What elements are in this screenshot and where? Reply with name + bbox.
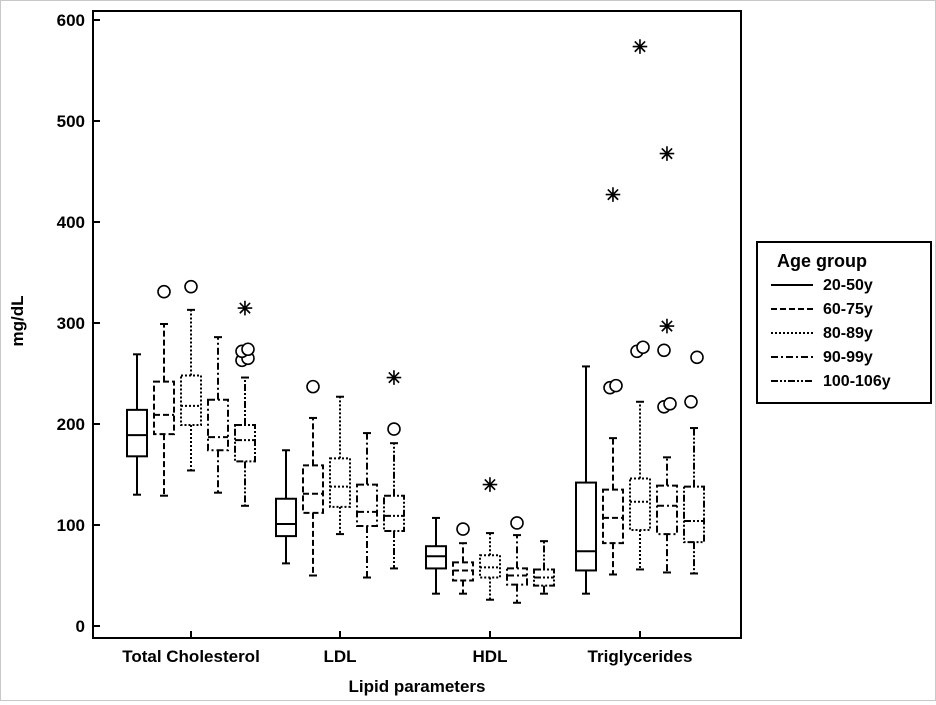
outlier-point bbox=[657, 343, 671, 358]
box-iqr bbox=[383, 494, 405, 533]
outlier-point bbox=[184, 279, 198, 294]
y-tick-label: 400 bbox=[57, 213, 85, 232]
outlier-point bbox=[306, 379, 320, 394]
outlier-point bbox=[636, 340, 650, 355]
series-20-50y bbox=[126, 353, 597, 595]
outlier-point bbox=[609, 378, 623, 393]
x-axis: Total Cholesterol LDL HDL Triglycerides bbox=[122, 631, 692, 666]
box-20-50y bbox=[575, 365, 597, 595]
series-60-75y: ✳ bbox=[153, 186, 624, 595]
legend-box bbox=[756, 241, 932, 404]
x-tick-label: HDL bbox=[473, 647, 508, 666]
extreme-point: ✳ bbox=[386, 369, 402, 390]
box-iqr bbox=[180, 374, 202, 427]
outlier-point bbox=[456, 522, 470, 536]
box-iqr bbox=[425, 545, 447, 570]
outlier-point bbox=[241, 342, 255, 357]
extreme-point: ✳ bbox=[237, 299, 253, 320]
y-tick-label: 200 bbox=[57, 415, 85, 434]
box-iqr bbox=[479, 554, 501, 579]
legend-label: 100-106y bbox=[823, 373, 891, 390]
box-iqr bbox=[126, 408, 148, 458]
box-20-50y bbox=[425, 516, 447, 595]
outlier-point bbox=[663, 396, 677, 411]
box-iqr bbox=[302, 464, 324, 514]
y-axis-title: mg/dL bbox=[8, 296, 27, 347]
extreme-point: ✳ bbox=[632, 37, 648, 58]
box-90-99y bbox=[356, 432, 378, 579]
box-iqr bbox=[629, 477, 651, 532]
extreme-point: ✳ bbox=[659, 144, 675, 165]
box-iqr bbox=[575, 481, 597, 572]
box-iqr bbox=[506, 567, 528, 586]
box-iqr bbox=[234, 424, 256, 463]
box-20-50y bbox=[126, 353, 148, 496]
y-tick-label: 0 bbox=[76, 617, 85, 636]
outlier-point bbox=[690, 350, 704, 365]
outlier-point bbox=[157, 284, 171, 299]
y-tick-label: 600 bbox=[57, 11, 85, 30]
series-80-89y: ✳✳ bbox=[180, 37, 651, 601]
box-80-89y bbox=[180, 279, 202, 472]
box-iqr bbox=[656, 484, 678, 536]
box-90-99y: ✳✳ bbox=[656, 144, 678, 574]
box-60-75y bbox=[153, 284, 175, 497]
box-iqr bbox=[207, 398, 229, 452]
legend-label: 90-99y bbox=[823, 349, 873, 366]
box-20-50y bbox=[275, 449, 297, 565]
extreme-point: ✳ bbox=[659, 317, 675, 338]
box-80-89y: ✳ bbox=[629, 37, 651, 571]
box-60-75y: ✳ bbox=[602, 186, 624, 576]
legend-entries: 20-50y 60-75y 80-89y 90-99y 100-106y bbox=[771, 277, 891, 390]
box-iqr bbox=[452, 561, 474, 582]
box-90-99y bbox=[207, 336, 229, 494]
box-100-106y: ✳ bbox=[234, 299, 256, 507]
box-60-75y bbox=[302, 379, 324, 577]
x-tick-label: LDL bbox=[323, 647, 356, 666]
box-80-89y: ✳ bbox=[479, 476, 501, 601]
box-80-89y bbox=[329, 395, 351, 536]
outlier-point bbox=[510, 516, 524, 530]
y-axis: 0 100 200 300 400 500 600 bbox=[57, 11, 100, 636]
box-iqr bbox=[683, 485, 705, 544]
box-100-106y: ✳ bbox=[383, 369, 405, 570]
box-series-group: ✳✳✳✳✳✳✳ bbox=[126, 37, 705, 604]
box-iqr bbox=[356, 483, 378, 528]
box-iqr bbox=[275, 497, 297, 538]
box-iqr bbox=[329, 457, 351, 508]
box-60-75y bbox=[452, 522, 474, 595]
extreme-point: ✳ bbox=[482, 476, 498, 497]
y-tick-label: 500 bbox=[57, 112, 85, 131]
x-axis-title: Lipid parameters bbox=[349, 677, 486, 696]
legend-title: Age group bbox=[777, 251, 867, 271]
series-100-106y: ✳✳ bbox=[234, 299, 705, 595]
box-90-99y bbox=[506, 516, 528, 604]
box-100-106y bbox=[533, 540, 555, 595]
legend-label: 60-75y bbox=[823, 301, 873, 318]
outlier-point bbox=[387, 422, 401, 436]
series-90-99y: ✳✳ bbox=[207, 144, 678, 604]
outlier-point bbox=[684, 394, 698, 409]
plot-area bbox=[92, 10, 742, 639]
y-tick-label: 100 bbox=[57, 516, 85, 535]
box-iqr bbox=[602, 488, 624, 545]
legend-label: 20-50y bbox=[823, 277, 873, 294]
x-tick-label: Triglycerides bbox=[588, 647, 693, 666]
x-tick-label: Total Cholesterol bbox=[122, 647, 260, 666]
legend: Age group 20-50y 60-75y 80-89y 90-99y 100-10… bbox=[756, 241, 932, 404]
box-iqr bbox=[153, 380, 175, 436]
box-100-106y bbox=[683, 350, 705, 575]
legend-label: 80-89y bbox=[823, 325, 873, 342]
y-tick-label: 300 bbox=[57, 314, 85, 333]
extreme-point: ✳ bbox=[605, 186, 621, 207]
